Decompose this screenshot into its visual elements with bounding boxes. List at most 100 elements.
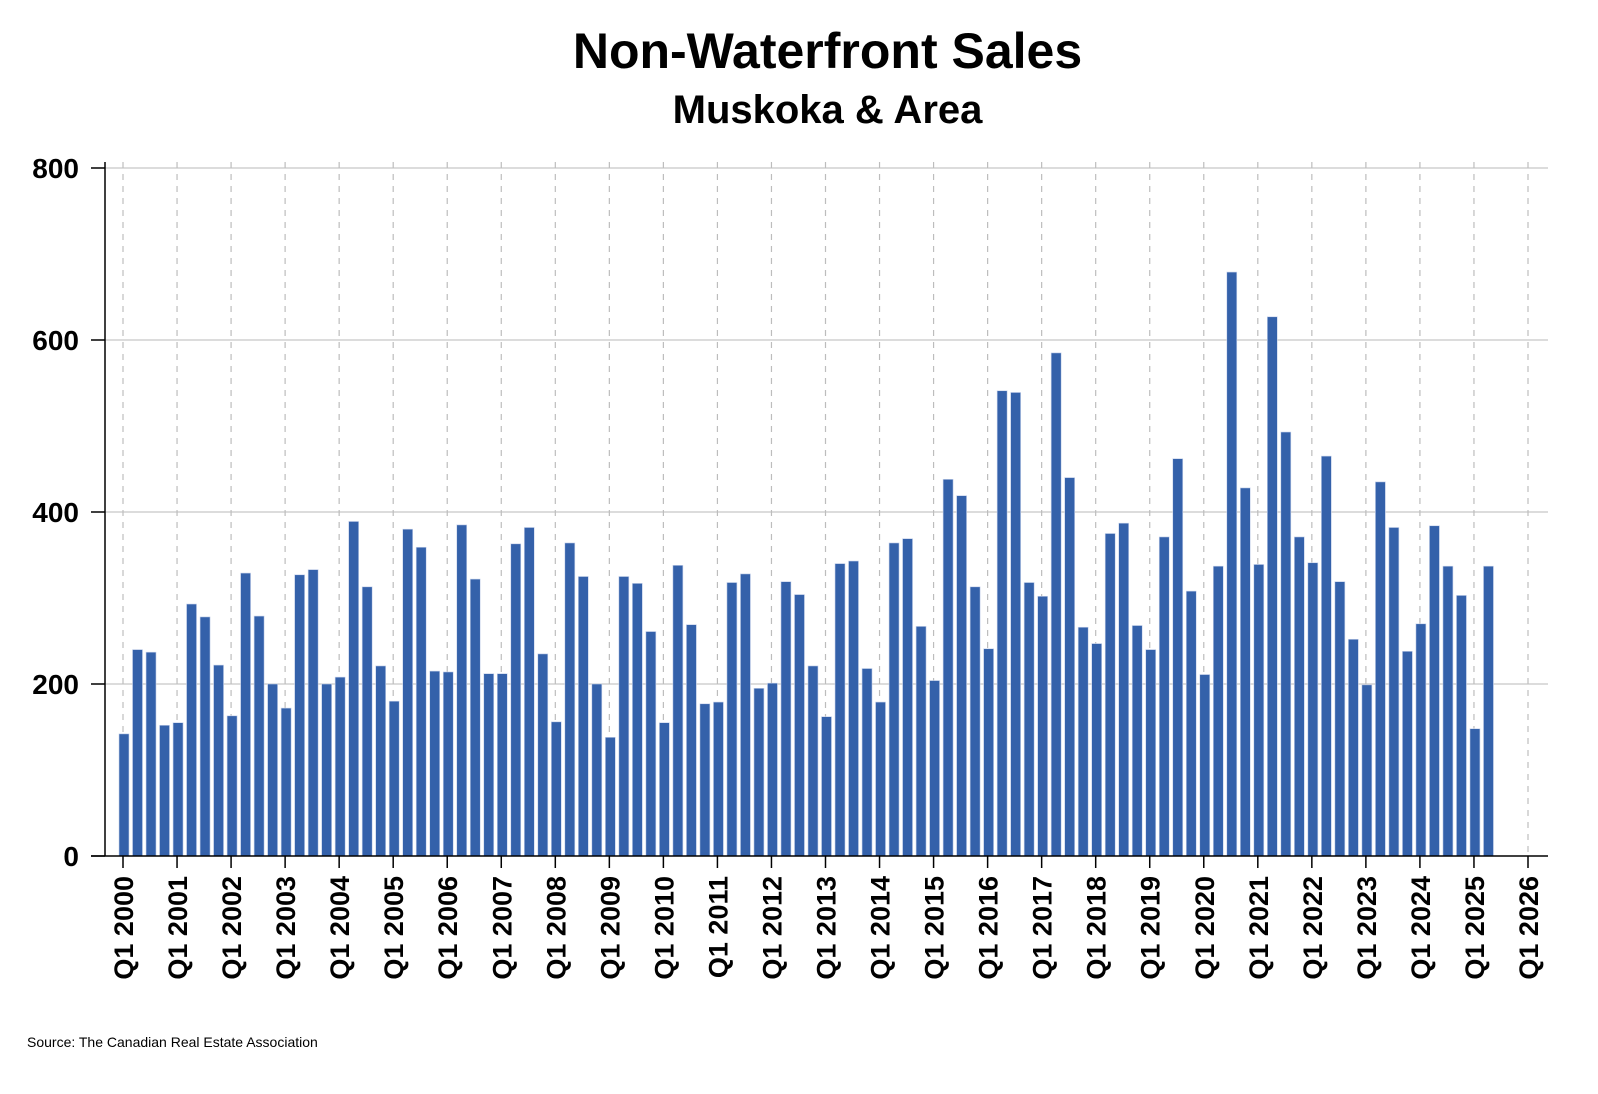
bar: Q1 2002: 163	[226, 715, 238, 857]
x-tick-label: Q1 2023	[1352, 876, 1382, 980]
bar: Q2 2010: 338	[672, 565, 684, 857]
bar: Q4 2024: 303	[1456, 595, 1467, 857]
bar: Q1 2008: 156	[551, 721, 562, 857]
x-tick-label: Q1 2003	[271, 876, 301, 980]
bar: Q1 2016: 241	[983, 648, 994, 857]
bar: Q1 2005: 180	[388, 700, 400, 857]
bar: Q3 2006: 322	[469, 578, 481, 857]
bar: Q2 2009: 325	[618, 576, 630, 857]
bar: Q4 2022: 252	[1348, 638, 1359, 857]
bar: Q2 2024: 384	[1429, 525, 1440, 857]
bar: Q1 2001: 155	[172, 722, 184, 857]
bar: Q1 2010: 155	[659, 722, 670, 857]
bar: Q3 2016: 539	[1010, 392, 1021, 857]
bar: Q4 2017: 266	[1077, 626, 1089, 857]
bar: Q4 2007: 235	[537, 653, 549, 857]
bar: Q3 2012: 304	[794, 594, 805, 857]
bar: Q1 2024: 270	[1415, 623, 1427, 857]
y-tick-label: 0	[63, 841, 79, 872]
x-tick-label: Q1 2005	[379, 876, 409, 980]
source-note: Source: The Canadian Real Estate Associa…	[27, 1034, 318, 1050]
bar: Q4 2012: 221	[807, 665, 819, 857]
bar: Q4 2023: 238	[1402, 651, 1413, 857]
bar: Q4 2000: 152	[159, 724, 170, 857]
bar: Q2 2025: 337	[1483, 565, 1494, 857]
bar: Q2 2008: 364	[564, 542, 576, 857]
bar: Q2 2021: 627	[1267, 316, 1278, 857]
chart-title: Non-Waterfront Sales	[572, 23, 1083, 79]
bar: Q3 2004: 313	[361, 586, 373, 857]
bar: Q1 2014: 179	[875, 701, 886, 857]
bar: Q3 2011: 328	[740, 573, 751, 857]
bar: Q3 2010: 269	[686, 624, 697, 857]
bar: Q3 2019: 462	[1172, 458, 1184, 857]
bar: Q2 2004: 389	[348, 521, 359, 857]
x-tick-label: Q1 2010	[649, 876, 679, 980]
bar: Q3 2000: 237	[145, 651, 157, 857]
bar: Q4 2004: 221	[375, 665, 386, 857]
x-tick-label: Q1 2002	[217, 876, 247, 980]
x-tick-label: Q1 2008	[541, 876, 571, 980]
bar: Q1 2015: 204	[929, 680, 940, 857]
x-tick-label: Q1 2012	[757, 876, 787, 980]
x-tick-label: Q1 2006	[433, 876, 463, 980]
bar: Q2 2019: 371	[1158, 536, 1170, 857]
bar: Q1 2018: 247	[1091, 643, 1102, 857]
x-tick-label: Q1 2025	[1460, 876, 1490, 980]
bar: Q4 2016: 318	[1023, 582, 1035, 857]
bar: Q1 2003: 172	[280, 707, 292, 857]
bar: Q3 2018: 387	[1118, 522, 1130, 857]
x-tick-label: Q1 2022	[1298, 876, 1328, 980]
bar: Q4 2015: 313	[969, 586, 981, 857]
y-tick-label: 400	[32, 497, 79, 528]
bar: Q4 2021: 371	[1294, 536, 1305, 857]
bar: Q4 2003: 200	[321, 683, 332, 857]
bar: Q3 2003: 333	[307, 569, 319, 857]
bar: Q2 2012: 319	[780, 581, 792, 857]
bar: Q3 2014: 369	[902, 538, 913, 857]
bar: Q4 2002: 200	[267, 683, 278, 857]
x-tick-label: Q1 2016	[974, 876, 1004, 980]
bar: Q1 2009: 138	[605, 737, 616, 857]
bar: Q2 2015: 438	[942, 479, 954, 857]
bar: Q3 2007: 382	[523, 527, 535, 857]
bar: Q4 2019: 308	[1185, 590, 1197, 857]
bar: Q4 2014: 267	[915, 626, 927, 857]
x-tick-label: Q1 2007	[487, 876, 517, 980]
bar: Q3 2023: 382	[1388, 527, 1400, 857]
bar: Q2 2018: 375	[1104, 533, 1116, 857]
bar: Q3 2017: 440	[1064, 477, 1075, 857]
bar: Q1 2012: 201	[767, 682, 778, 857]
bar: Q2 2007: 363	[510, 543, 522, 857]
bar: Q1 2004: 208	[334, 676, 346, 857]
bar: Q4 2008: 200	[591, 683, 603, 857]
x-tick-label: Q1 2013	[812, 876, 842, 980]
bar: Q1 2000: 142	[118, 733, 130, 857]
y-tick-label: 800	[32, 153, 79, 184]
bar: Q4 2018: 268	[1131, 625, 1143, 857]
bar: Q1 2020: 211	[1199, 674, 1211, 857]
bar: Q1 2006: 214	[442, 671, 454, 857]
bar: Q1 2025: 148	[1469, 728, 1481, 857]
bar: Q2 2023: 435	[1375, 481, 1386, 857]
x-tick-label: Q1 2004	[325, 876, 355, 980]
bar: Q3 2008: 325	[578, 576, 589, 857]
bar: Q1 2021: 339	[1253, 564, 1265, 857]
bar: Q4 2005: 215	[429, 670, 441, 857]
bar: Q3 2001: 278	[199, 616, 211, 857]
bar: Q4 2010: 177	[699, 703, 711, 857]
bar: Q2 2016: 541	[996, 390, 1008, 857]
bar: Q3 2020: 679	[1226, 271, 1238, 857]
bar: Q2 2006: 385	[456, 524, 468, 857]
x-tick-label: Q1 2009	[595, 876, 625, 980]
bar: Q3 2022: 319	[1334, 581, 1346, 857]
x-tick-label: Q1 2000	[109, 876, 139, 980]
x-tick-label: Q1 2021	[1244, 876, 1274, 980]
bar: Q2 2017: 585	[1050, 352, 1062, 857]
bar: Q1 2007: 212	[496, 673, 508, 857]
bar: Q2 2002: 329	[240, 572, 251, 857]
x-tick-label: Q1 2017	[1028, 876, 1058, 980]
bar: Q4 2009: 261	[645, 631, 657, 857]
bar: Q3 2005: 359	[415, 546, 427, 857]
bar: Q3 2015: 419	[956, 495, 967, 857]
